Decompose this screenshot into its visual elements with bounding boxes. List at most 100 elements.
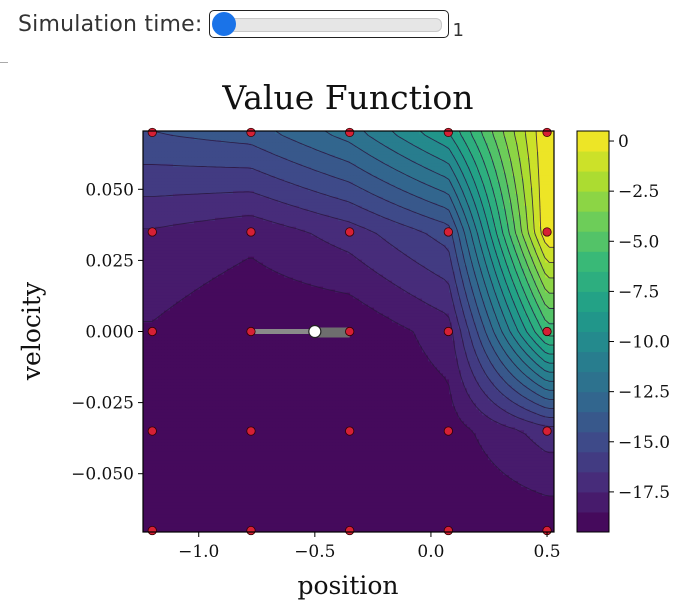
heatmap-cell — [275, 172, 279, 177]
heatmap-cell — [476, 193, 480, 198]
heatmap-cell — [548, 172, 552, 177]
heatmap-cell — [332, 214, 336, 219]
heatmap-cell — [353, 157, 357, 162]
heatmap-cell — [542, 223, 546, 228]
heatmap-cell — [509, 193, 513, 198]
heatmap-cell — [464, 139, 468, 144]
heatmap-cell — [389, 172, 393, 177]
heatmap-cell — [368, 172, 372, 177]
heatmap-cell — [158, 196, 162, 201]
heatmap-cell — [185, 202, 189, 207]
heatmap-cell — [323, 229, 327, 234]
heatmap-cell — [458, 175, 462, 180]
heatmap-cell — [158, 160, 162, 165]
heatmap-cell — [314, 220, 318, 225]
heatmap-cell — [464, 217, 468, 222]
heatmap-cell — [437, 163, 441, 168]
heatmap-cell — [461, 133, 465, 138]
heatmap-cell — [449, 163, 453, 168]
heatmap-cell — [290, 187, 294, 192]
heatmap-cell — [296, 229, 300, 234]
heatmap-cell — [158, 163, 162, 168]
heatmap-cell — [302, 151, 306, 156]
heatmap-cell — [404, 163, 408, 168]
heatmap-cell — [416, 196, 420, 201]
heatmap-cell — [476, 157, 480, 162]
heatmap-cell — [260, 223, 264, 228]
heatmap-cell — [167, 214, 171, 219]
heatmap-cell — [218, 205, 222, 210]
heatmap-cell — [227, 187, 231, 192]
heatmap-cell — [362, 131, 366, 135]
heatmap-cell — [353, 139, 357, 144]
heatmap-cell — [167, 133, 171, 138]
heatmap-cell — [506, 196, 510, 201]
heatmap-cell — [236, 184, 240, 189]
heatmap-cell — [173, 187, 177, 192]
heatmap-cell — [419, 193, 423, 198]
heatmap-cell — [224, 178, 228, 183]
heatmap-cell — [176, 205, 180, 210]
heatmap-cell — [341, 133, 345, 138]
heatmap-cell — [371, 223, 375, 228]
heatmap-cell — [290, 172, 294, 177]
slider-thumb[interactable] — [211, 12, 236, 36]
heatmap-cell — [293, 220, 297, 225]
heatmap-cell — [260, 211, 264, 216]
heatmap-cell — [524, 196, 528, 201]
heatmap-cell — [374, 220, 378, 225]
heatmap-cell — [314, 142, 318, 147]
heatmap-cell — [203, 187, 207, 192]
heatmap-cell — [386, 190, 390, 195]
heatmap-cell — [416, 139, 420, 144]
heatmap-cell — [512, 211, 516, 216]
heatmap-cell — [233, 142, 237, 147]
heatmap-cell — [437, 157, 441, 162]
heatmap-cell — [290, 133, 294, 138]
heatmap-cell — [224, 169, 228, 174]
heatmap-cell — [428, 172, 432, 177]
heatmap-cell — [182, 199, 186, 204]
heatmap-cell — [260, 190, 264, 195]
heatmap-cell — [497, 199, 501, 204]
heatmap-cell — [518, 181, 522, 186]
heatmap-cell — [311, 226, 315, 231]
heatmap-cell — [221, 226, 225, 231]
heatmap-cell — [257, 178, 261, 183]
heatmap-cell — [305, 175, 309, 180]
heatmap-cell — [329, 131, 333, 135]
heatmap-cell — [170, 181, 174, 186]
heatmap-cell — [446, 175, 450, 180]
heatmap-cell — [515, 154, 519, 159]
heatmap-cell — [218, 154, 222, 159]
heatmap-cell — [191, 160, 195, 165]
heatmap-cell — [419, 208, 423, 213]
heatmap-cell — [257, 217, 261, 222]
heatmap-cell — [356, 172, 360, 177]
heatmap-cell — [338, 226, 342, 231]
heatmap-cell — [464, 148, 468, 153]
heatmap-cell — [359, 181, 363, 186]
heatmap-cell — [509, 214, 513, 219]
heatmap-cell — [269, 157, 273, 162]
heatmap-cell — [296, 166, 300, 171]
heatmap-cell — [143, 193, 147, 198]
heatmap-cell — [389, 169, 393, 174]
heatmap-cell — [527, 151, 531, 156]
simulation-time-slider[interactable] — [208, 10, 449, 38]
heatmap-cell — [476, 217, 480, 222]
heatmap-cell — [281, 187, 285, 192]
heatmap-cell — [254, 226, 258, 231]
heatmap-cell — [311, 208, 315, 213]
heatmap-cell — [191, 145, 195, 150]
heatmap-cell — [275, 202, 279, 207]
heatmap-cell — [515, 196, 519, 201]
heatmap-cell — [449, 205, 453, 210]
heatmap-cell — [443, 172, 447, 177]
heatmap-cell — [224, 214, 228, 219]
heatmap-cell — [371, 175, 375, 180]
heatmap-cell — [494, 142, 498, 147]
heatmap-cell — [317, 172, 321, 177]
heatmap-cell — [395, 199, 399, 204]
heatmap-cell — [161, 211, 165, 216]
